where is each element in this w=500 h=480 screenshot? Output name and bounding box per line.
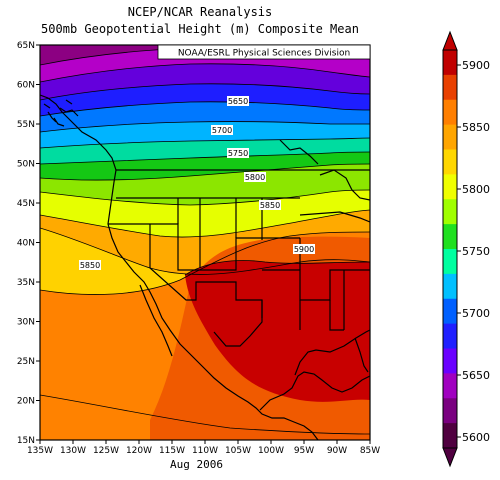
svg-text:5850: 5850	[80, 261, 100, 270]
svg-text:5900: 5900	[294, 245, 314, 254]
contour-label: 5850	[79, 260, 101, 270]
colorbar-swatch	[443, 273, 457, 300]
lat-label: 15N	[17, 436, 35, 446]
colorbar-swatch	[443, 99, 457, 126]
lat-label: 25N	[17, 357, 35, 367]
credit-box: NOAA/ESRL Physical Sciences Division	[157, 44, 371, 60]
contour-label: 5650	[227, 96, 249, 106]
colorbar-level-label: 5750	[462, 245, 490, 258]
colorbar-level-label: 5850	[462, 121, 490, 134]
lon-label: 115W	[159, 446, 185, 456]
lat-label: 20N	[17, 397, 35, 407]
colorbar-swatch	[443, 124, 457, 150]
svg-text:5800: 5800	[245, 173, 265, 182]
svg-text:5750: 5750	[228, 149, 248, 158]
svg-text:5850: 5850	[260, 201, 280, 210]
credit-text: NOAA/ESRL Physical Sciences Division	[178, 49, 350, 59]
contour-labels: 5650 5700 5750 5800 5850 5900 5850	[79, 96, 315, 270]
colorbar-level-label: 5700	[462, 307, 490, 320]
colorbar-level-label: 5600	[462, 431, 490, 444]
svg-text:5650: 5650	[228, 97, 248, 106]
lon-label: 125W	[93, 446, 119, 456]
colorbar-level-label: 5900	[462, 59, 490, 72]
colorbar-swatch	[443, 249, 457, 275]
coastline-and-borders	[40, 94, 370, 440]
lon-label: 100W	[258, 446, 284, 456]
lon-label: 90W	[327, 446, 347, 456]
colorbar	[442, 30, 458, 468]
lat-label: 60N	[17, 81, 35, 91]
contour-label: 5700	[211, 125, 233, 135]
lon-label: 110W	[192, 446, 218, 456]
lon-label: 120W	[126, 446, 152, 456]
lat-label: 50N	[17, 160, 35, 170]
colorbar-swatch	[443, 348, 457, 374]
map-title-line1: NCEP/NCAR Reanalysis	[127, 5, 273, 19]
latitude-axis: 65N 60N 55N 50N 45N 40N 35N 30N 25N 20N 15N	[17, 41, 40, 446]
band-5900	[185, 260, 370, 402]
geopotential-height-fill	[40, 45, 370, 440]
colorbar-level-label: 5800	[462, 183, 490, 196]
lat-label: 40N	[17, 239, 35, 249]
lat-label: 35N	[17, 278, 35, 288]
svg-text:5700: 5700	[212, 126, 232, 135]
lon-label: 105W	[225, 446, 251, 456]
lon-label: 95W	[294, 446, 314, 456]
lat-label: 45N	[17, 199, 35, 209]
lon-label: 135W	[27, 446, 53, 456]
lat-label: 65N	[17, 41, 35, 51]
colorbar-swatch	[443, 224, 457, 250]
colorbar-swatch	[443, 74, 457, 101]
colorbar-labels: 5900 5850 5800 5750 5700 5650 5600	[457, 59, 490, 444]
map-title-line2: 500mb Geopotential Height (m) Composite …	[41, 22, 359, 36]
lon-label: 130W	[60, 446, 86, 456]
longitude-axis: 135W 130W 125W 120W 115W 110W 105W 100W 95W 90W 85…	[27, 440, 380, 456]
colorbar-swatch	[443, 298, 457, 325]
lat-label: 30N	[17, 318, 35, 328]
contour-label: 5800	[244, 172, 266, 182]
colorbar-swatch	[443, 50, 457, 76]
lon-label: 85W	[360, 446, 380, 456]
colorbar-swatch	[443, 174, 457, 200]
date-label: Aug 2006	[170, 458, 223, 471]
contour-label: 5750	[227, 148, 249, 158]
contour-label: 5900	[293, 244, 315, 254]
colorbar-frame	[442, 49, 458, 449]
lat-label: 55N	[17, 120, 35, 130]
colorbar-swatch	[443, 199, 457, 225]
colorbar-swatch	[443, 398, 457, 424]
colorbar-swatch	[443, 373, 457, 399]
colorbar-top-arrow	[442, 30, 458, 51]
colorbar-bottom-arrow	[442, 447, 458, 468]
colorbar-swatch	[443, 423, 457, 449]
colorbar-swatch	[443, 323, 457, 349]
contour-label: 5850	[259, 200, 281, 210]
colorbar-swatch	[443, 149, 457, 175]
colorbar-level-label: 5650	[462, 369, 490, 382]
